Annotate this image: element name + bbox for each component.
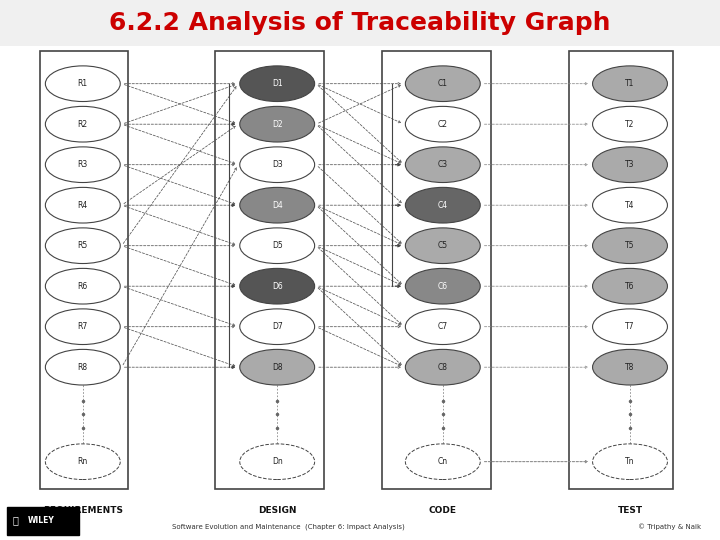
Text: REQUIREMENTS: REQUIREMENTS [42,506,123,515]
Text: D4: D4 [272,201,282,210]
Text: R4: R4 [78,201,88,210]
Ellipse shape [240,147,315,183]
Ellipse shape [593,187,667,223]
Ellipse shape [45,309,120,345]
Text: T7: T7 [625,322,635,331]
Text: D3: D3 [272,160,282,169]
Text: WILEY: WILEY [27,516,54,525]
Bar [382,51,491,489]
Ellipse shape [405,349,480,385]
FancyBboxPatch shape [0,0,720,46]
Ellipse shape [405,444,480,480]
Ellipse shape [45,147,120,183]
Text: R7: R7 [78,322,88,331]
Text: C6: C6 [438,282,448,291]
Ellipse shape [405,66,480,102]
Text: T8: T8 [625,363,635,372]
Text: Software Evolution and Maintenance  (Chapter 6: Impact Analysis): Software Evolution and Maintenance (Chap… [171,524,405,530]
Ellipse shape [405,228,480,264]
Text: Tn: Tn [625,457,635,466]
Ellipse shape [240,187,315,223]
Ellipse shape [45,268,120,304]
Ellipse shape [45,66,120,102]
Text: DESIGN: DESIGN [258,506,297,515]
Text: T5: T5 [625,241,635,250]
Text: D1: D1 [272,79,282,88]
Ellipse shape [240,349,315,385]
Bar [569,51,673,489]
Ellipse shape [593,444,667,480]
Text: C4: C4 [438,201,448,210]
Text: © Tripathy & Naik: © Tripathy & Naik [638,524,701,530]
Ellipse shape [45,349,120,385]
Ellipse shape [240,268,315,304]
Text: D8: D8 [272,363,282,372]
Text: R3: R3 [78,160,88,169]
Ellipse shape [405,147,480,183]
Text: R1: R1 [78,79,88,88]
Text: R5: R5 [78,241,88,250]
Text: C1: C1 [438,79,448,88]
Text: D6: D6 [272,282,282,291]
Ellipse shape [240,228,315,264]
Text: TEST: TEST [618,506,642,515]
Ellipse shape [405,187,480,223]
Ellipse shape [45,106,120,142]
Text: C2: C2 [438,120,448,129]
Ellipse shape [45,187,120,223]
Text: T6: T6 [625,282,635,291]
Ellipse shape [593,309,667,345]
Bar [215,51,324,489]
Ellipse shape [240,309,315,345]
Text: C5: C5 [438,241,448,250]
Text: D2: D2 [272,120,282,129]
Ellipse shape [240,106,315,142]
Text: C8: C8 [438,363,448,372]
Bar [40,51,128,489]
Text: T1: T1 [625,79,635,88]
Ellipse shape [405,268,480,304]
Text: T2: T2 [625,120,635,129]
Ellipse shape [593,268,667,304]
Text: Dn: Dn [272,457,282,466]
Text: T3: T3 [625,160,635,169]
Text: T4: T4 [625,201,635,210]
Ellipse shape [593,147,667,183]
Text: R8: R8 [78,363,88,372]
Text: CODE: CODE [429,506,456,515]
Ellipse shape [405,106,480,142]
Text: R2: R2 [78,120,88,129]
Text: R6: R6 [78,282,88,291]
Ellipse shape [240,66,315,102]
Text: C7: C7 [438,322,448,331]
Ellipse shape [593,106,667,142]
Ellipse shape [593,228,667,264]
Ellipse shape [593,349,667,385]
Ellipse shape [45,444,120,480]
Text: 6.2.2 Analysis of Traceability Graph: 6.2.2 Analysis of Traceability Graph [109,11,611,35]
Ellipse shape [45,228,120,264]
Text: C3: C3 [438,160,448,169]
Ellipse shape [593,66,667,102]
Text: Rn: Rn [78,457,88,466]
Ellipse shape [405,309,480,345]
Text: D5: D5 [272,241,282,250]
Text: D7: D7 [272,322,282,331]
Text: Cn: Cn [438,457,448,466]
Ellipse shape [240,444,315,480]
Bar [7,507,79,535]
Text: Ⓜ: Ⓜ [13,516,19,525]
